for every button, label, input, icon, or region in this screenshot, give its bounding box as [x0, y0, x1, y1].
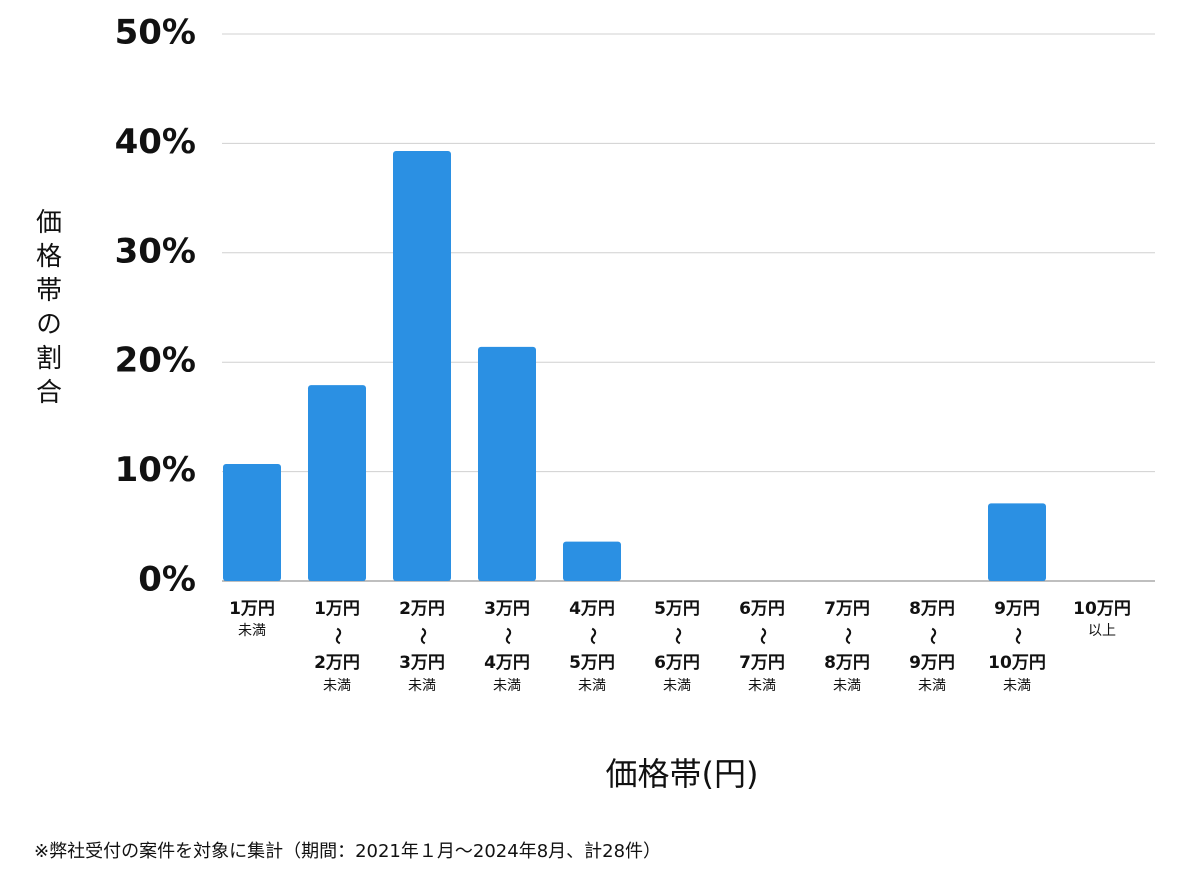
x-tick-label: 以上 — [1088, 623, 1116, 639]
x-tick-label: 未満 — [918, 678, 946, 694]
bar — [393, 151, 451, 582]
x-tick-label: 8万円 — [909, 599, 955, 619]
x-tick-label: 10万円 — [988, 653, 1046, 673]
x-tick-label: 5万円 — [654, 599, 700, 619]
bar — [223, 463, 281, 581]
x-tick-label: 〜 — [752, 628, 772, 645]
x-tick-label: 〜 — [1007, 628, 1027, 645]
y-tick-label: 40% — [115, 122, 196, 162]
y-tick-label: 20% — [115, 341, 196, 381]
x-tick-label: 1万円 — [314, 599, 360, 619]
x-tick-label: 未満 — [323, 678, 351, 694]
x-tick-label: 〜 — [837, 628, 857, 645]
x-tick-label: 〜 — [412, 628, 432, 645]
x-tick-label: 3万円 — [399, 653, 445, 673]
x-tick-label: 〜 — [922, 628, 942, 645]
x-tick-label: 未満 — [493, 678, 521, 694]
x-tick-label: 未満 — [833, 678, 861, 694]
x-tick-label: 未満 — [578, 678, 606, 694]
y-tick-label: 0% — [138, 560, 196, 600]
x-tick-label: 未満 — [1003, 678, 1031, 694]
x-tick-label: 6万円 — [654, 653, 700, 673]
x-tick-label: 4万円 — [569, 599, 615, 619]
bar — [563, 541, 621, 581]
y-tick-label: 50% — [115, 13, 196, 53]
x-tick-label: 未満 — [408, 678, 436, 694]
x-tick-label: 〜 — [582, 628, 602, 645]
x-tick-label: 7万円 — [824, 599, 870, 619]
footnote: ※弊社受付の案件を対象に集計（期間：2021年１月〜2024年8月、計28件） — [34, 841, 661, 862]
x-tick-label: 3万円 — [484, 599, 530, 619]
x-tick-label: 〜 — [667, 628, 687, 645]
bar — [988, 503, 1046, 581]
x-tick-label: 5万円 — [569, 653, 615, 673]
x-tick-label: 8万円 — [824, 653, 870, 673]
x-tick-label: 7万円 — [739, 653, 785, 673]
y-axis-title: 価格帯の割合 — [32, 208, 62, 412]
y-tick-label: 10% — [115, 450, 196, 490]
bar — [308, 385, 366, 581]
x-tick-label: 4万円 — [484, 653, 530, 673]
bar — [478, 346, 536, 581]
x-tick-label: 9万円 — [909, 653, 955, 673]
x-tick-label: 未満 — [238, 623, 266, 639]
x-tick-label: 1万円 — [229, 599, 275, 619]
x-axis-title: 価格帯(円) — [606, 755, 759, 793]
x-tick-label: 未満 — [748, 678, 776, 694]
x-tick-label: 10万円 — [1073, 599, 1131, 619]
x-tick-label: 未満 — [663, 678, 691, 694]
x-tick-label: 9万円 — [994, 599, 1040, 619]
x-tick-label: 6万円 — [739, 599, 785, 619]
x-tick-label: 〜 — [497, 628, 517, 645]
x-tick-label: 2万円 — [314, 653, 360, 673]
x-tick-label: 2万円 — [399, 599, 445, 619]
y-tick-label: 30% — [115, 231, 196, 271]
x-tick-label: 〜 — [327, 628, 347, 645]
